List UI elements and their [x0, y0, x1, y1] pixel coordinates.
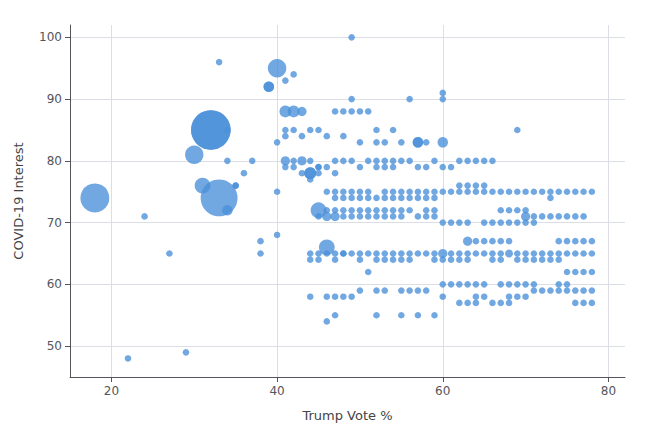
svg-text:100: 100	[39, 30, 62, 44]
svg-text:50: 50	[47, 339, 62, 353]
svg-text:80: 80	[601, 384, 616, 398]
svg-text:40: 40	[269, 384, 284, 398]
svg-text:60: 60	[435, 384, 450, 398]
svg-text:80: 80	[47, 154, 62, 168]
svg-text:COVID-19 Interest: COVID-19 Interest	[11, 142, 26, 259]
svg-text:Trump Vote %: Trump Vote %	[301, 408, 392, 423]
svg-text:60: 60	[47, 277, 62, 291]
svg-text:90: 90	[47, 92, 62, 106]
svg-text:70: 70	[47, 216, 62, 230]
svg-text:20: 20	[104, 384, 119, 398]
